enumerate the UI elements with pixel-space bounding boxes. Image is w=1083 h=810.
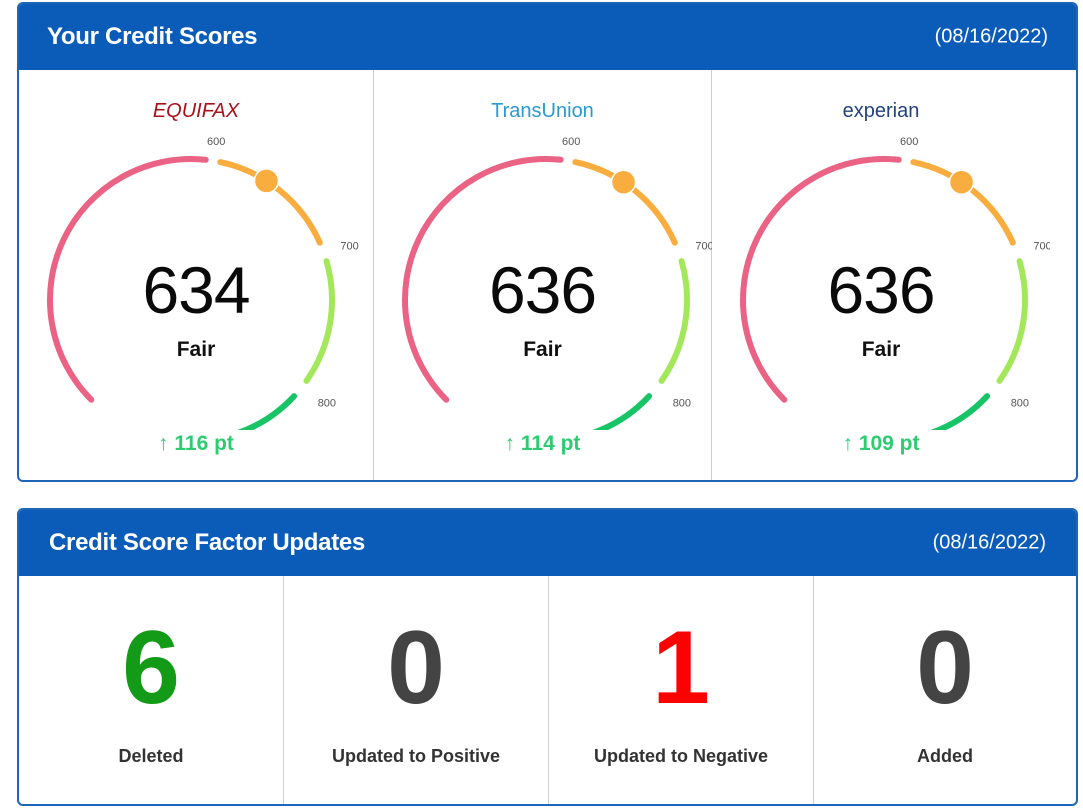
gauge-tick-label: 800 [1011,398,1029,410]
credit-score-equifax: 634 [142,253,250,327]
score-change-equifax: ↑ 116 pt [19,432,373,456]
gauge-tick-label: 800 [673,398,691,410]
gauge-segment-fair [217,159,323,246]
arrow-up-icon: ↑ [158,432,169,455]
bureau-name-equifax: EQUIFAX [152,100,240,122]
gauge-tick-label: 700 [1033,241,1050,253]
score-rating-experian: Fair [861,338,901,361]
factor-count-deleted: 6 [122,610,180,726]
bureau-name-transunion: TransUnion [491,100,594,122]
factor-count-added: 0 [916,610,974,726]
credit-score-transunion: 636 [488,253,597,327]
credit-scores-title: Your Credit Scores [47,23,258,50]
gauge-segment-excellent [592,393,653,430]
score-rating-equifax: Fair [176,338,216,361]
factor-label-added: Added [917,746,973,766]
bureau-column-transunion: TransUnion 600 700 800 636 Fair ↑ 114 pt [374,70,712,480]
gauge-score-marker [253,168,280,194]
gauge-segment-excellent [237,393,298,430]
factor-updates-date: (08/16/2022) [932,531,1046,554]
score-change-value: 114 pt [520,432,581,455]
factor-count-updated-negative: 1 [652,610,710,726]
score-change-transunion: ↑ 114 pt [374,432,711,456]
gauge-tick-label: 800 [318,398,336,410]
score-gauge-equifax: 600 700 800 [47,136,359,430]
credit-scores-date: (08/16/2022) [934,25,1048,48]
gauge-segment-poor [47,156,209,403]
factor-updates-header: Credit Score Factor Updates (08/16/2022) [19,510,1076,576]
factor-deleted: 6 Deleted [19,576,284,804]
credit-score-experian: 636 [827,253,935,327]
factor-added: 0 Added [814,576,1076,804]
arrow-up-icon: ↑ [842,432,853,455]
factor-updates-title: Credit Score Factor Updates [49,529,365,556]
gauge-segment-fair [910,159,1016,246]
gauge-segment-fair [572,159,678,246]
arrow-up-icon: ↑ [504,432,516,455]
credit-scores-header: Your Credit Scores (08/16/2022) [19,4,1076,70]
factor-updated-positive: 0 Updated to Positive [284,576,549,804]
gauge-tick-label: 600 [207,136,225,148]
gauge-segment-good [303,258,335,384]
factor-label-updated-negative: Updated to Negative [593,746,769,766]
score-change-value: 116 pt [174,432,234,455]
factor-count-updated-positive: 0 [387,610,445,726]
bureau-name-experian: experian [842,100,920,122]
factor-label-deleted: Deleted [118,746,184,766]
gauge-tick-label: 600 [900,136,918,148]
gauge-tick-label: 700 [695,241,712,253]
score-gauge-experian: 600 700 800 [740,136,1050,430]
factor-updated-negative: 1 Updated to Negative [549,576,814,804]
bureau-column-experian: experian 600 700 800 636 Fair ↑ 109 pt [712,70,1076,480]
score-gauge-transunion: 600 700 800 [402,136,712,430]
score-change-experian: ↑ 109 pt [712,432,1050,456]
gauge-tick-label: 600 [562,136,580,148]
credit-scores-card: Your Credit Scores (08/16/2022) EQUIFAX … [17,2,1078,482]
gauge-score-marker [948,169,975,195]
score-change-value: 109 pt [858,432,920,455]
bureau-column-equifax: EQUIFAX 600 700 800 634 Fair ↑ 116 pt [19,70,374,480]
gauge-segment-poor [740,156,902,403]
gauge-segment-poor [402,156,564,403]
factor-label-updated-positive: Updated to Positive [331,746,501,766]
gauge-segment-good [996,258,1028,384]
score-rating-transunion: Fair [523,338,562,361]
gauge-segment-good [658,258,690,384]
gauge-segment-excellent [930,393,991,430]
gauge-score-marker [610,169,637,195]
gauge-tick-label: 700 [340,241,358,253]
factor-updates-card: Credit Score Factor Updates (08/16/2022)… [17,508,1078,806]
